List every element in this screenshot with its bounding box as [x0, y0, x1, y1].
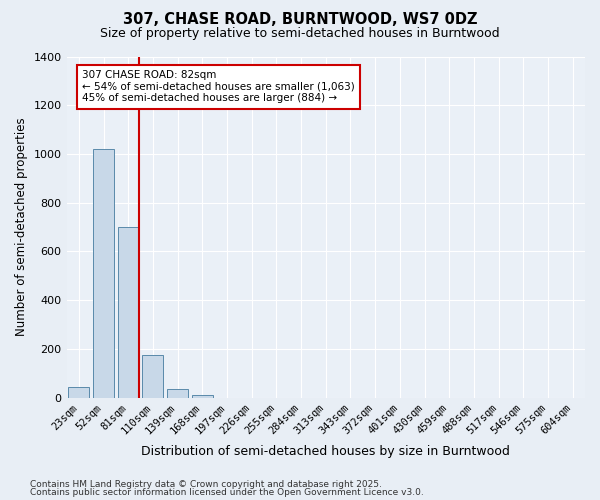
Bar — [118, 227, 139, 398]
Y-axis label: Number of semi-detached properties: Number of semi-detached properties — [15, 118, 28, 336]
X-axis label: Distribution of semi-detached houses by size in Burntwood: Distribution of semi-detached houses by … — [142, 444, 510, 458]
Text: Contains public sector information licensed under the Open Government Licence v3: Contains public sector information licen… — [30, 488, 424, 497]
Bar — [167, 389, 188, 398]
Bar — [142, 355, 163, 398]
Text: Contains HM Land Registry data © Crown copyright and database right 2025.: Contains HM Land Registry data © Crown c… — [30, 480, 382, 489]
Bar — [93, 149, 114, 398]
Text: Size of property relative to semi-detached houses in Burntwood: Size of property relative to semi-detach… — [100, 28, 500, 40]
Bar — [192, 396, 213, 398]
Text: 307, CHASE ROAD, BURNTWOOD, WS7 0DZ: 307, CHASE ROAD, BURNTWOOD, WS7 0DZ — [123, 12, 477, 28]
Text: 307 CHASE ROAD: 82sqm
← 54% of semi-detached houses are smaller (1,063)
45% of s: 307 CHASE ROAD: 82sqm ← 54% of semi-deta… — [82, 70, 355, 103]
Bar — [68, 387, 89, 398]
